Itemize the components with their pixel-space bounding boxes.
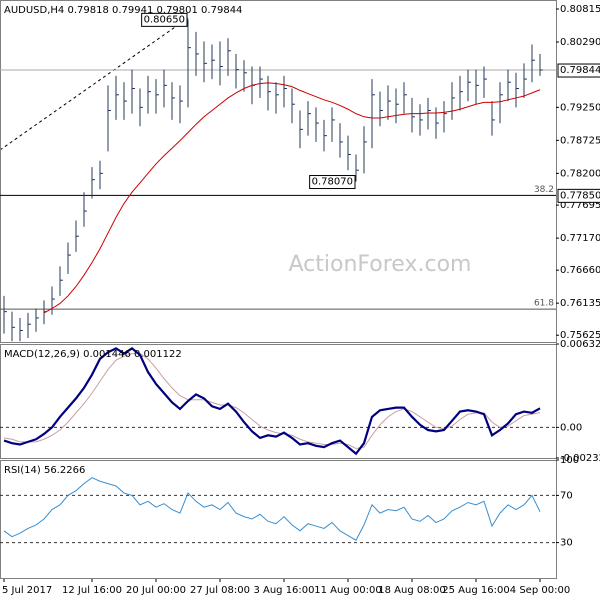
x-tick-label: 18 Aug 08:00 xyxy=(378,585,445,596)
y-tick-label: 0.77695 xyxy=(560,200,600,211)
y-tick-label: 70 xyxy=(560,490,573,501)
panel-frame xyxy=(0,0,557,343)
panel-title: MACD(12,26,9) 0.001446 0.001122 xyxy=(4,349,182,360)
x-tick-label: 25 Aug 16:00 xyxy=(442,585,509,596)
y-tick-label: 0.78200 xyxy=(560,168,600,179)
series-line xyxy=(3,353,541,449)
x-tick-label: 3 Aug 16:00 xyxy=(253,585,314,596)
fib-label: 61.8 xyxy=(534,299,554,309)
annotation: 0.78070 xyxy=(312,177,353,188)
series-line xyxy=(3,346,541,456)
panel-frame xyxy=(0,460,557,579)
fib-label: 38.2 xyxy=(534,185,554,195)
panel-frame xyxy=(0,344,557,459)
x-tick-label: 5 Jul 2017 xyxy=(2,585,52,596)
annotation-box xyxy=(309,175,356,190)
x-tick-label: 12 Jul 16:00 xyxy=(62,585,122,596)
y-tick-label: 30 xyxy=(560,538,573,549)
moving-average xyxy=(43,82,541,314)
y-tick-label: 0.00 xyxy=(560,422,582,433)
level-price-box xyxy=(557,188,600,203)
y-tick-label: 0.76135 xyxy=(560,298,600,309)
panel-title: RSI(14) 56.2266 xyxy=(4,465,85,476)
price-box xyxy=(557,63,600,78)
y-tick-label: 0.80290 xyxy=(560,37,600,48)
annotation: 0.80650 xyxy=(144,14,185,25)
annotation-box xyxy=(141,12,188,27)
y-tick-label: 0.75625 xyxy=(560,330,600,341)
watermark: ActionForex.com xyxy=(289,252,472,277)
y-tick-label: -0.002324 xyxy=(560,453,600,464)
price-label: 0.79844 xyxy=(560,65,600,76)
y-tick-label: 0.78725 xyxy=(560,135,600,146)
x-tick-label: 4 Sep 00:00 xyxy=(510,585,570,596)
y-tick-label: 0.79250 xyxy=(560,102,600,113)
y-tick-label: 0.76660 xyxy=(560,265,600,276)
trend-line xyxy=(0,17,189,151)
x-tick-label: 11 Aug 00:00 xyxy=(314,585,381,596)
x-tick-label: 20 Jul 00:00 xyxy=(126,585,186,596)
x-tick-label: 27 Jul 08:00 xyxy=(190,585,250,596)
y-tick-label: 0.77170 xyxy=(560,233,600,244)
series-line xyxy=(3,477,541,541)
y-tick-label: 0.006329 xyxy=(560,339,600,350)
level-price-label: 0.77850 xyxy=(560,190,600,201)
y-tick-label: 0.80815 xyxy=(560,4,600,15)
y-tick-label: 100 xyxy=(560,455,579,466)
panel-title: AUDUSD,H4 0.79818 0.79941 0.79801 0.7984… xyxy=(4,5,242,16)
